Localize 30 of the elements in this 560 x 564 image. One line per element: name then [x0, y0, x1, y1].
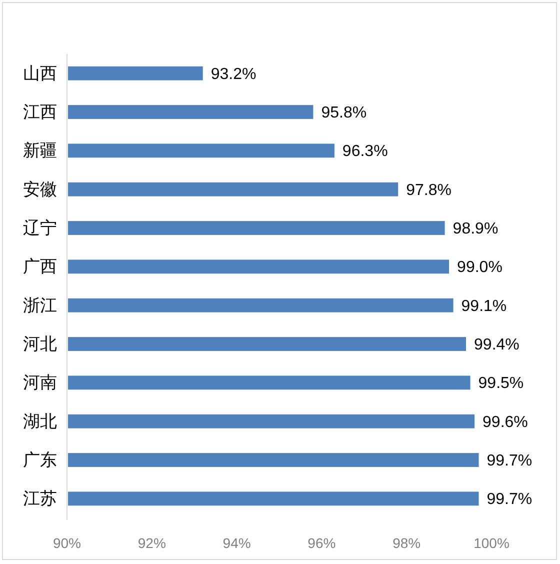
x-tick-label: 100% — [474, 535, 510, 551]
data-label: 99.6% — [482, 414, 528, 431]
y-tick-label: 广西 — [23, 257, 57, 276]
data-label: 99.7% — [486, 452, 532, 470]
data-label: 99.4% — [474, 336, 520, 354]
y-tick-label: 江西 — [23, 102, 57, 122]
y-tick-label: 山西 — [23, 64, 57, 83]
data-label: 96.3% — [342, 143, 388, 160]
y-tick-label: 辽宁 — [23, 218, 57, 238]
y-tick-label: 浙江 — [23, 296, 57, 315]
x-tick-label: 94% — [222, 535, 251, 551]
data-label: 98.9% — [452, 220, 498, 238]
data-label: 95.8% — [321, 104, 367, 122]
x-tick-label: 98% — [392, 535, 421, 551]
y-tick-label: 广东 — [23, 450, 57, 470]
data-label: 99.1% — [461, 298, 507, 315]
data-label: 99.7% — [486, 491, 532, 508]
y-tick-label: 江苏 — [23, 489, 57, 508]
y-tick-label: 新疆 — [23, 141, 57, 160]
data-label: 93.2% — [210, 66, 256, 83]
y-tick-label: 河南 — [23, 373, 57, 392]
y-tick-label: 安徽 — [23, 180, 57, 199]
data-label: 99.5% — [478, 375, 524, 392]
x-tick-label: 96% — [308, 535, 336, 551]
y-tick-label: 湖北 — [23, 412, 57, 431]
data-label: 99.0% — [457, 259, 502, 276]
x-tick-label: 90% — [52, 535, 82, 551]
x-tick-label: 92% — [138, 535, 166, 551]
data-label: 97.8% — [406, 182, 452, 199]
y-tick-label: 河北 — [23, 334, 57, 354]
